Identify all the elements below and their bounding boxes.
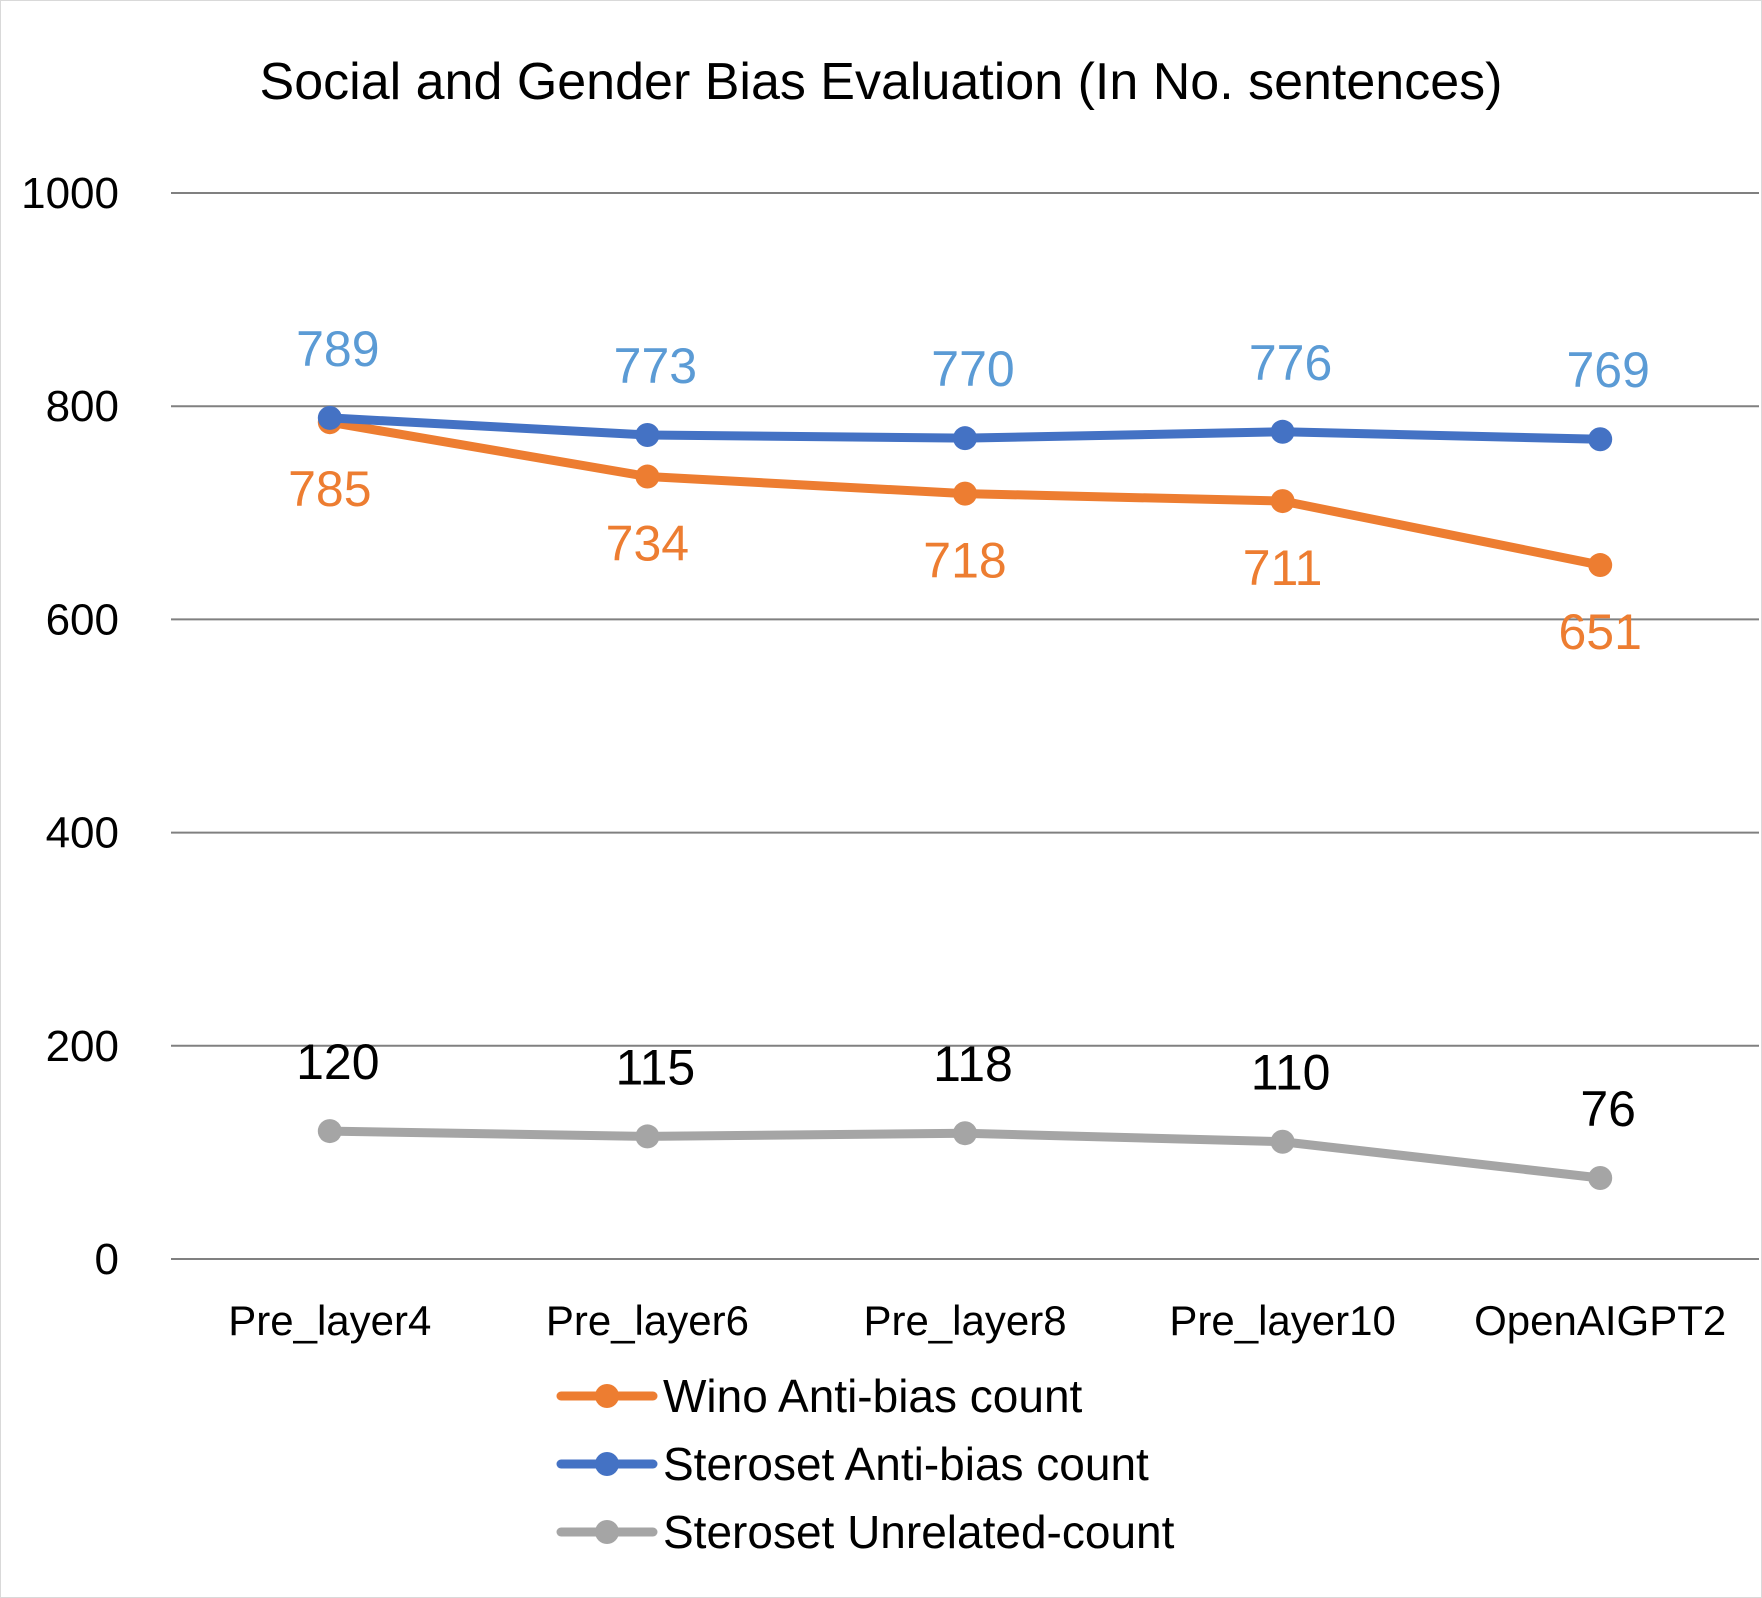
legend-marker-steroset-unrelated-count bbox=[595, 1520, 619, 1544]
data-label-steroset-anti-bias-count: 789 bbox=[296, 321, 379, 377]
data-label-steroset-unrelated-count: 110 bbox=[1251, 1045, 1331, 1101]
data-point-steroset-anti-bias-count bbox=[953, 426, 977, 451]
y-tick-label: 0 bbox=[95, 1235, 119, 1284]
data-point-wino-anti-bias-count bbox=[953, 481, 977, 506]
data-point-steroset-unrelated-count bbox=[317, 1119, 342, 1144]
data-point-steroset-unrelated-count bbox=[635, 1124, 660, 1149]
data-label-steroset-anti-bias-count: 776 bbox=[1249, 335, 1332, 391]
data-label-wino-anti-bias-count: 718 bbox=[923, 533, 1006, 589]
data-label-steroset-anti-bias-count: 770 bbox=[931, 341, 1014, 397]
legend: Wino Anti-bias count Steroset Anti-bias c… bbox=[556, 1370, 1175, 1558]
data-point-wino-anti-bias-count bbox=[1270, 489, 1295, 514]
data-label-steroset-unrelated-count: 120 bbox=[296, 1034, 379, 1090]
data-labels: 785 734 718 711 651 789 773 770 776 769 120 115 118 1… bbox=[288, 321, 1650, 1137]
legend-label-steroset-anti-bias-count: Steroset Anti-bias count bbox=[663, 1438, 1149, 1490]
x-tick-label: Pre_layer4 bbox=[228, 1297, 431, 1344]
x-tick-label: Pre_layer10 bbox=[1169, 1297, 1395, 1344]
chart-title: Social and Gender Bias Evaluation (In No… bbox=[260, 53, 1503, 111]
data-label-wino-anti-bias-count: 651 bbox=[1558, 604, 1641, 660]
data-label-steroset-unrelated-count: 115 bbox=[616, 1039, 696, 1095]
data-label-steroset-anti-bias-count: 773 bbox=[614, 338, 697, 394]
x-tick-label: Pre_layer8 bbox=[863, 1297, 1066, 1344]
y-tick-label: 400 bbox=[46, 809, 119, 858]
data-label-steroset-unrelated-count: 76 bbox=[1580, 1081, 1636, 1137]
y-tick-label: 600 bbox=[46, 595, 119, 644]
data-point-wino-anti-bias-count bbox=[635, 464, 660, 489]
data-label-steroset-unrelated-count: 118 bbox=[933, 1036, 1013, 1092]
data-label-steroset-anti-bias-count: 769 bbox=[1566, 342, 1649, 398]
data-label-wino-anti-bias-count: 785 bbox=[288, 461, 371, 517]
legend-label-steroset-unrelated-count: Steroset Unrelated-count bbox=[663, 1506, 1175, 1558]
y-axis: 0 200 400 600 800 1000 bbox=[21, 169, 119, 1284]
data-point-steroset-unrelated-count bbox=[1588, 1165, 1613, 1190]
x-tick-label: Pre_layer6 bbox=[546, 1297, 749, 1344]
data-point-steroset-anti-bias-count bbox=[1588, 427, 1613, 452]
gridlines bbox=[171, 192, 1759, 1260]
data-point-wino-anti-bias-count bbox=[1588, 553, 1613, 578]
y-tick-label: 800 bbox=[46, 382, 119, 431]
data-point-steroset-unrelated-count bbox=[1270, 1129, 1295, 1154]
x-axis: Pre_layer4 Pre_layer6 Pre_layer8 Pre_layer1… bbox=[228, 1297, 1726, 1344]
y-tick-label: 1000 bbox=[21, 169, 119, 218]
y-tick-label: 200 bbox=[46, 1022, 119, 1071]
series-lines bbox=[317, 405, 1613, 1190]
data-label-wino-anti-bias-count: 734 bbox=[606, 516, 689, 572]
data-label-wino-anti-bias-count: 711 bbox=[1243, 540, 1323, 596]
data-point-steroset-anti-bias-count bbox=[635, 422, 660, 447]
legend-label-wino-anti-bias-count: Wino Anti-bias count bbox=[663, 1370, 1083, 1422]
x-tick-label: OpenAIGPT2 bbox=[1474, 1297, 1726, 1344]
data-point-steroset-anti-bias-count bbox=[1270, 419, 1295, 444]
legend-marker-steroset-anti-bias-count bbox=[595, 1452, 619, 1476]
data-point-steroset-unrelated-count bbox=[953, 1121, 977, 1146]
data-point-steroset-anti-bias-count bbox=[317, 405, 342, 430]
legend-marker-wino-anti-bias-count bbox=[595, 1384, 619, 1408]
